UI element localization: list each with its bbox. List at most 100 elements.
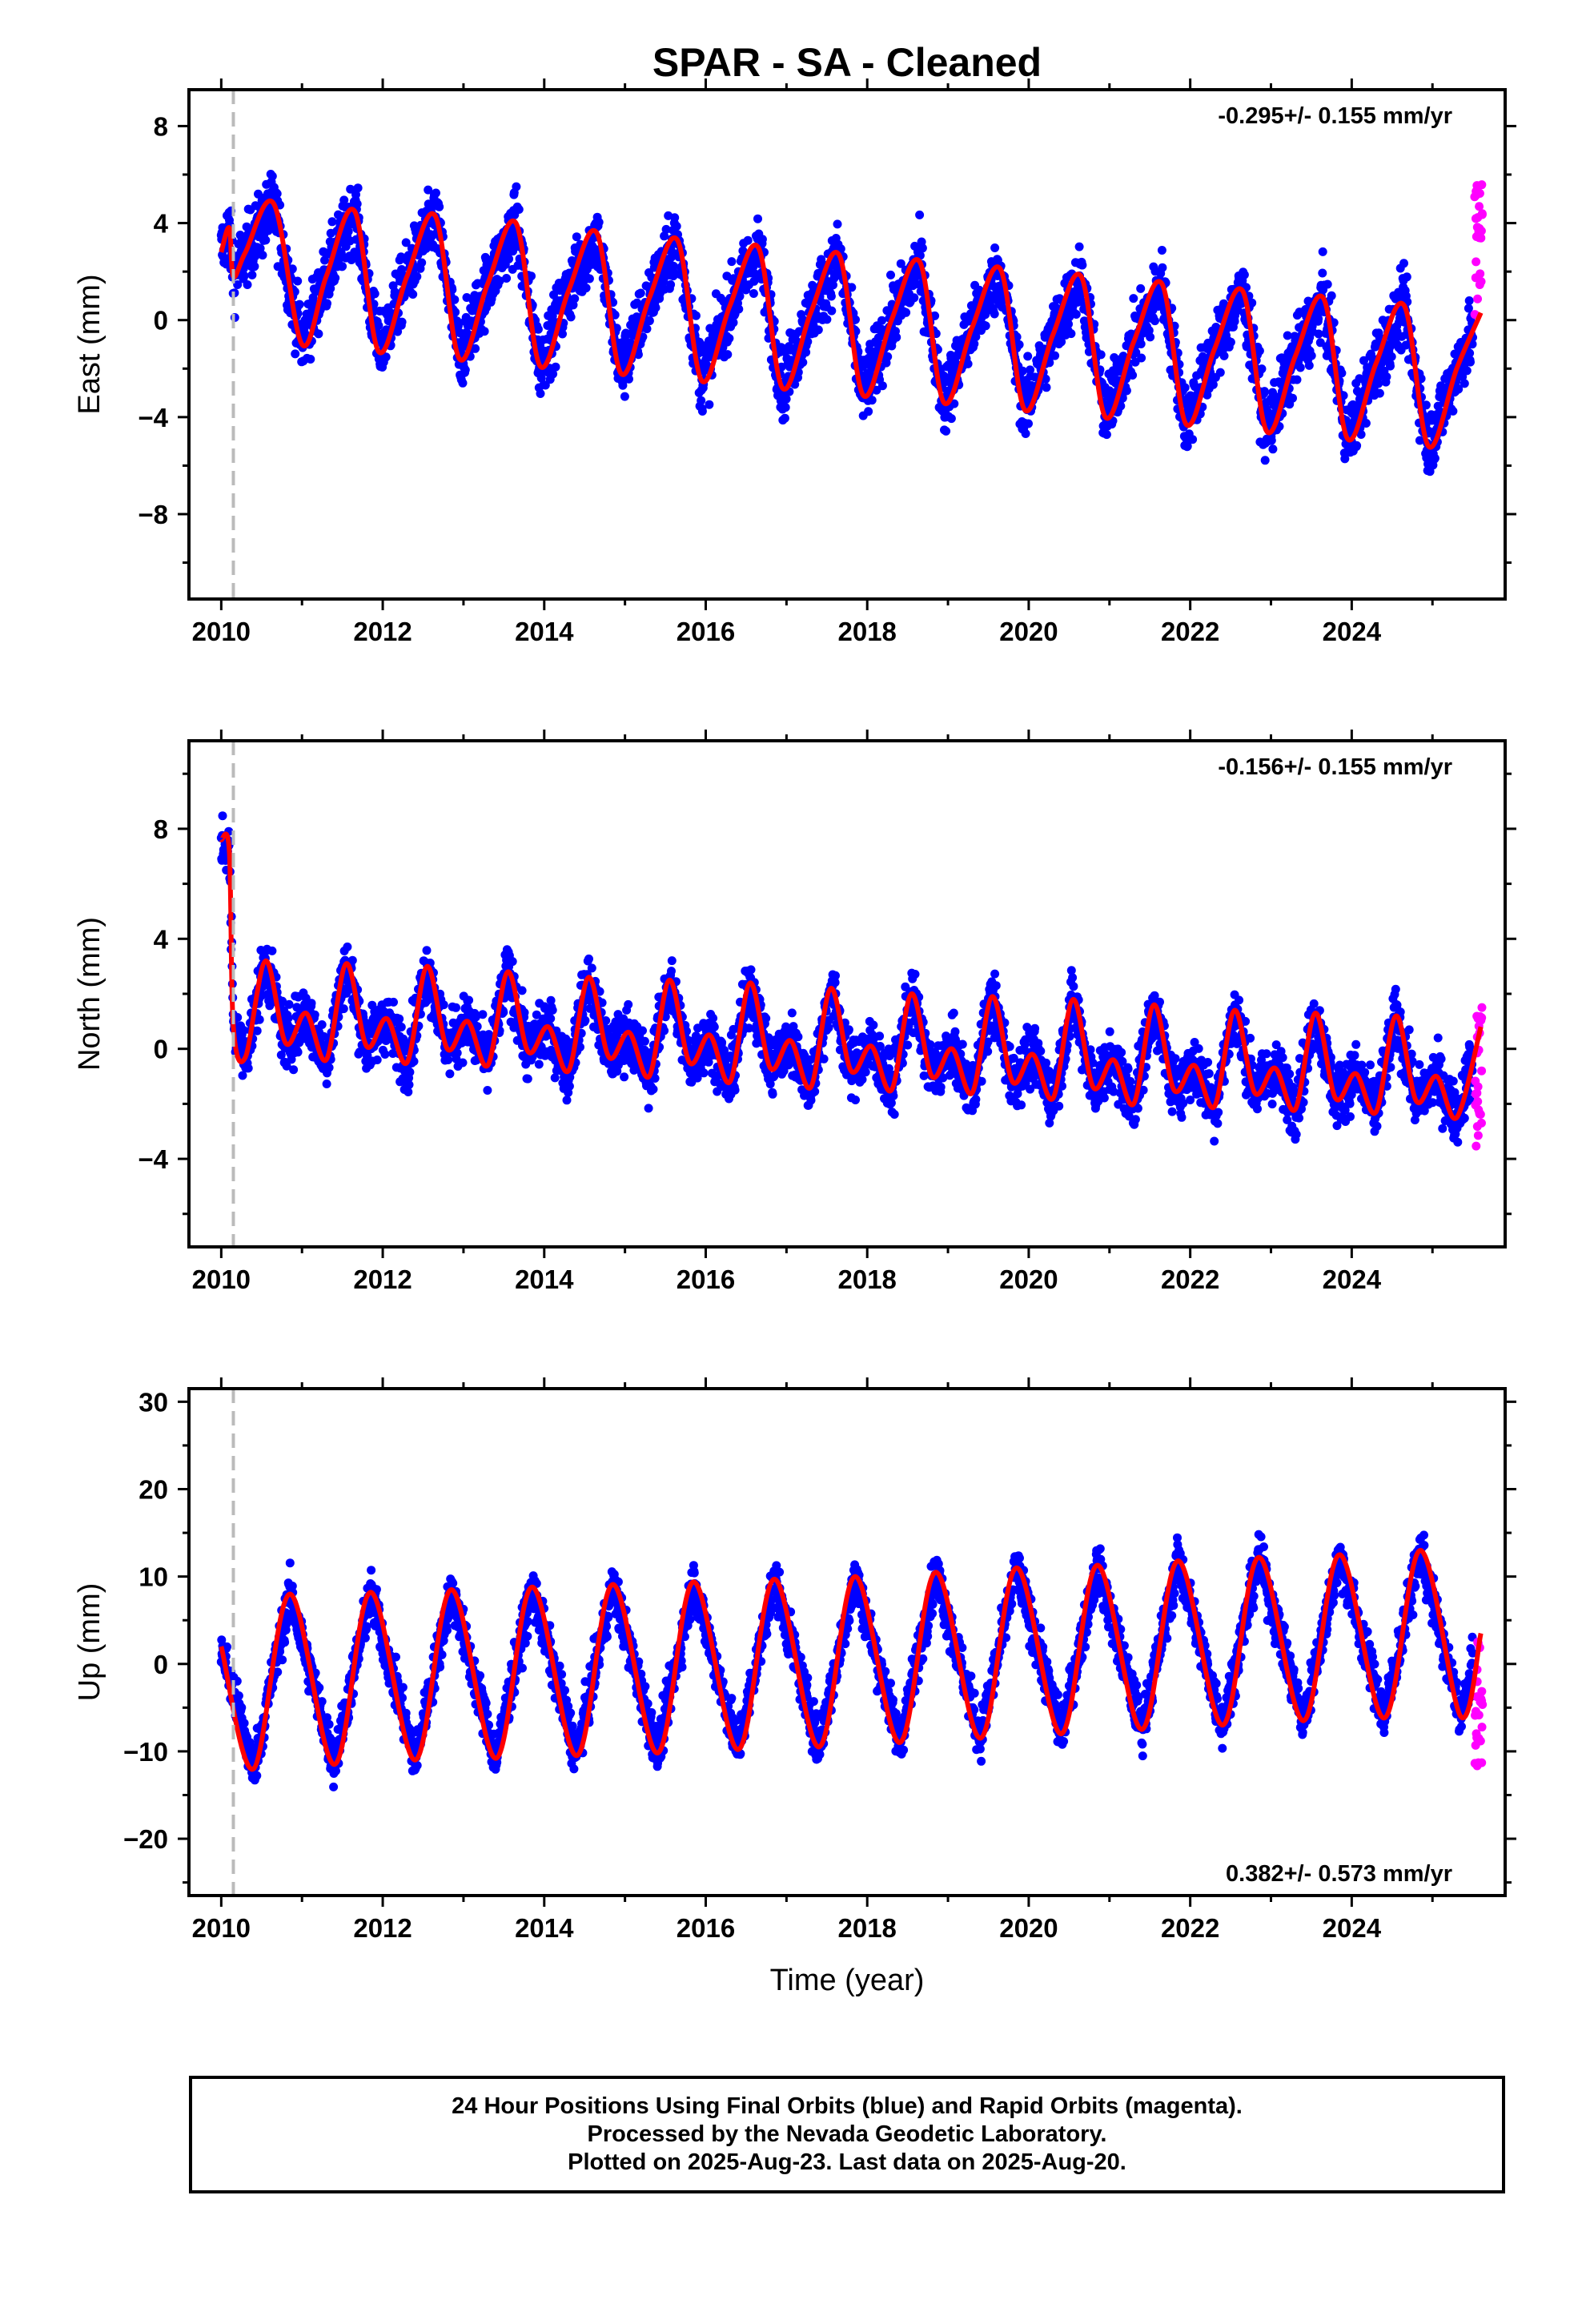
final-orbit-point (725, 334, 734, 343)
final-orbit-point (651, 303, 661, 312)
final-orbit-point (1144, 326, 1154, 336)
final-orbit-point (584, 274, 594, 283)
final-orbit-point (397, 317, 407, 327)
final-orbit-point (540, 380, 550, 390)
final-orbit-point (624, 374, 633, 384)
final-orbit-point (372, 1055, 382, 1064)
final-orbit-point (822, 315, 832, 324)
final-orbit-point (829, 280, 837, 290)
final-orbit-point (291, 349, 300, 359)
final-orbit-point (323, 299, 331, 308)
final-orbit-point (877, 381, 887, 391)
final-orbit-point (404, 1080, 414, 1089)
final-orbit-point (911, 279, 921, 289)
final-orbit-point (1288, 393, 1297, 403)
final-orbit-point (242, 222, 251, 231)
final-orbit-point (697, 396, 706, 405)
final-orbit-point (1295, 363, 1305, 372)
final-orbit-point (901, 308, 911, 317)
final-orbit-point (445, 1069, 455, 1079)
final-orbit-point (536, 373, 546, 383)
final-orbit-point (749, 289, 758, 298)
final-orbit-point (351, 190, 360, 199)
final-orbit-point (243, 1063, 253, 1073)
final-orbit-point (743, 235, 753, 245)
final-orbit-point (517, 986, 527, 995)
final-orbit-point (502, 274, 512, 283)
final-orbit-point (278, 996, 287, 1006)
final-orbit-point (872, 385, 881, 395)
final-orbit-point (327, 217, 337, 227)
final-orbit-point (339, 195, 349, 205)
final-orbit-point (990, 309, 999, 319)
final-orbit-point (847, 283, 857, 292)
final-orbit-point (1323, 279, 1332, 289)
final-orbit-point (1096, 350, 1106, 360)
final-orbit-point (396, 1023, 406, 1031)
final-orbit-point (705, 400, 714, 409)
final-orbit-point (892, 332, 901, 342)
x-tick-label: 2014 (515, 617, 574, 646)
final-orbit-point (785, 362, 794, 372)
final-orbit-point (780, 413, 789, 423)
final-orbit-point (252, 1026, 262, 1035)
final-orbit-point (1136, 283, 1146, 293)
final-orbit-point (326, 283, 335, 293)
final-orbit-point (1150, 316, 1159, 326)
x-tick-label: 2022 (1161, 617, 1219, 646)
final-orbit-point (697, 407, 707, 416)
final-orbit-point (1421, 400, 1431, 410)
final-orbit-point (347, 255, 356, 264)
final-orbit-point (660, 231, 669, 241)
final-orbit-point (813, 325, 823, 335)
final-orbit-point (310, 1010, 319, 1019)
final-orbit-point (981, 321, 990, 331)
rapid-orbit-point (1472, 191, 1481, 200)
final-orbit-point (672, 222, 681, 231)
final-orbit-point (942, 426, 951, 436)
east-panel: 2010 2012 2014 2016 2018 2020 2022 2024840−4−8E… (73, 78, 1516, 646)
final-orbit-point (587, 963, 596, 973)
final-orbit-point (471, 344, 480, 353)
final-orbit-point (495, 276, 504, 286)
final-orbit-point (727, 257, 737, 267)
plot-area (216, 90, 1487, 599)
final-orbit-point (444, 1055, 453, 1064)
final-orbit-point (393, 327, 403, 336)
final-orbit-point (546, 1014, 556, 1023)
final-orbit-point (548, 369, 558, 379)
final-orbit-point (289, 1065, 299, 1075)
final-orbit-point (581, 283, 591, 293)
final-orbit-point (508, 957, 517, 967)
final-orbit-point (460, 365, 470, 375)
final-orbit-point (263, 226, 273, 235)
final-orbit-point (343, 942, 352, 951)
rapid-orbit-point (1473, 294, 1483, 304)
final-orbit-point (1023, 352, 1033, 361)
final-orbit-point (1018, 366, 1027, 376)
final-orbit-point (1460, 379, 1469, 388)
final-orbit-point (353, 183, 363, 193)
final-orbit-point (566, 312, 576, 322)
final-orbit-point (638, 1026, 647, 1035)
final-orbit-point (317, 1020, 327, 1029)
final-orbit-point (255, 1015, 264, 1024)
final-orbit-point (458, 378, 468, 388)
final-orbit-point (1146, 332, 1155, 342)
final-orbit-point (1387, 352, 1396, 361)
final-orbit-point (618, 380, 628, 390)
final-orbit-point (483, 1086, 492, 1095)
final-orbit-point (1359, 356, 1368, 365)
final-orbit-point (1131, 348, 1141, 357)
final-orbit-point (1026, 365, 1035, 375)
final-orbit-point (389, 997, 398, 1007)
final-orbit-point (1462, 366, 1472, 376)
final-orbit-point (307, 999, 316, 1008)
final-orbit-point (830, 271, 840, 280)
final-orbit-point (352, 199, 362, 209)
y-tick-label: −4 (138, 403, 168, 432)
final-orbit-point (1042, 383, 1051, 392)
final-orbit-point (1454, 384, 1464, 394)
final-orbit-point (781, 394, 791, 404)
final-orbit-point (514, 205, 524, 214)
